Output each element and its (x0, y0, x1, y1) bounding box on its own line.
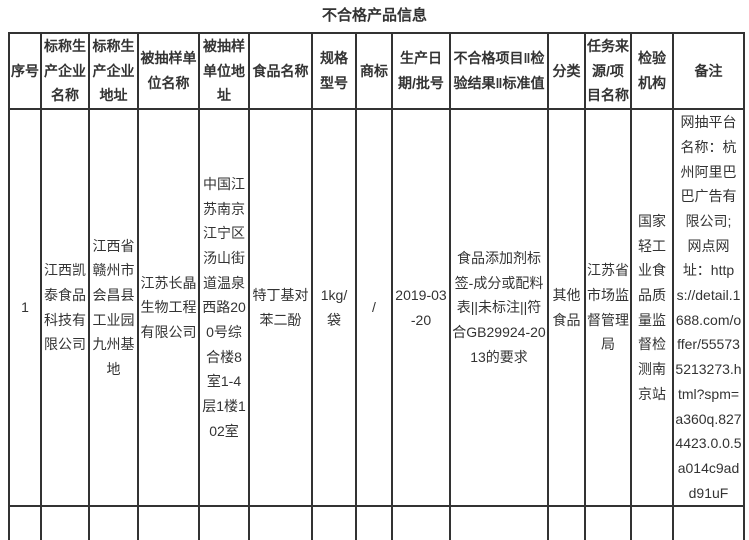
cell-producer-address: 江西省赣州市会昌县工业园九州基地 (88, 108, 139, 508)
col-header-producer-address: 标称生产企业地址 (88, 31, 139, 111)
table-row: 1 江西凯泰食品科技有限公司 江西省赣州市会昌县工业园九州基地 江苏长晶生物工程… (8, 108, 745, 508)
cell-empty (584, 505, 632, 540)
table-row-partial (8, 505, 745, 540)
cell-failed-items-results-standard: 食品添加剂标签-成分或配料表||未标注||符合GB29924-2013的要求 (449, 108, 549, 508)
cell-sampled-unit-name: 江苏长晶生物工程有限公司 (137, 108, 200, 508)
col-header-producer-name: 标称生产企业名称 (40, 31, 90, 111)
col-header-food-name: 食品名称 (248, 31, 313, 111)
cell-empty (40, 505, 90, 540)
col-header-sampled-unit-address: 被抽样单位地址 (198, 31, 250, 111)
header-row: 序号 标称生产企业名称 标称生产企业地址 被抽样单位名称 被抽样单位地址 食品名… (8, 31, 745, 111)
col-header-production-date-batch: 生产日期/批号 (391, 31, 451, 111)
cell-empty (311, 505, 357, 540)
col-header-seq: 序号 (8, 31, 42, 111)
cell-empty (630, 505, 674, 540)
cell-production-date-batch: 2019-03-20 (391, 108, 451, 508)
defective-products-table: 序号 标称生产企业名称 标称生产企业地址 被抽样单位名称 被抽样单位地址 食品名… (8, 31, 745, 540)
cell-spec-model: 1kg/袋 (311, 108, 357, 508)
col-header-task-source-project: 任务来源/项目名称 (584, 31, 632, 111)
cell-empty (547, 505, 586, 540)
cell-trademark: / (355, 108, 393, 508)
cell-sampled-unit-address: 中国江苏南京江宁区汤山街道温泉西路200号综合楼8室1-4层1楼102室 (198, 108, 250, 508)
cell-empty (391, 505, 451, 540)
col-header-failed-items-results-standard: 不合格项目‖检验结果‖标准值 (449, 31, 549, 111)
col-header-sampled-unit-name: 被抽样单位名称 (137, 31, 200, 111)
col-header-spec-model: 规格型号 (311, 31, 357, 111)
cell-empty (672, 505, 745, 540)
col-header-category: 分类 (547, 31, 586, 111)
cell-food-name: 特丁基对苯二酚 (248, 108, 313, 508)
cell-empty (8, 505, 42, 540)
cell-producer-name: 江西凯泰食品科技有限公司 (40, 108, 90, 508)
cell-inspection-agency: 国家轻工业食品质量监督检测南京站 (630, 108, 674, 508)
col-header-remarks: 备注 (672, 31, 745, 111)
cell-empty (137, 505, 200, 540)
col-header-inspection-agency: 检验机构 (630, 31, 674, 111)
page-title: 不合格产品信息 (321, 7, 427, 24)
cell-seq: 1 (8, 108, 42, 508)
cell-category: 其他食品 (547, 108, 586, 508)
cell-empty (248, 505, 313, 540)
cell-remarks: 网抽平台名称：杭州阿里巴巴广告有限公司; 网点网址：https://detail… (672, 108, 745, 508)
cell-task-source-project: 江苏省市场监督管理局 (584, 108, 632, 508)
cell-empty (355, 505, 393, 540)
cell-empty (449, 505, 549, 540)
cell-empty (88, 505, 139, 540)
col-header-trademark: 商标 (355, 31, 393, 111)
cell-empty (198, 505, 250, 540)
